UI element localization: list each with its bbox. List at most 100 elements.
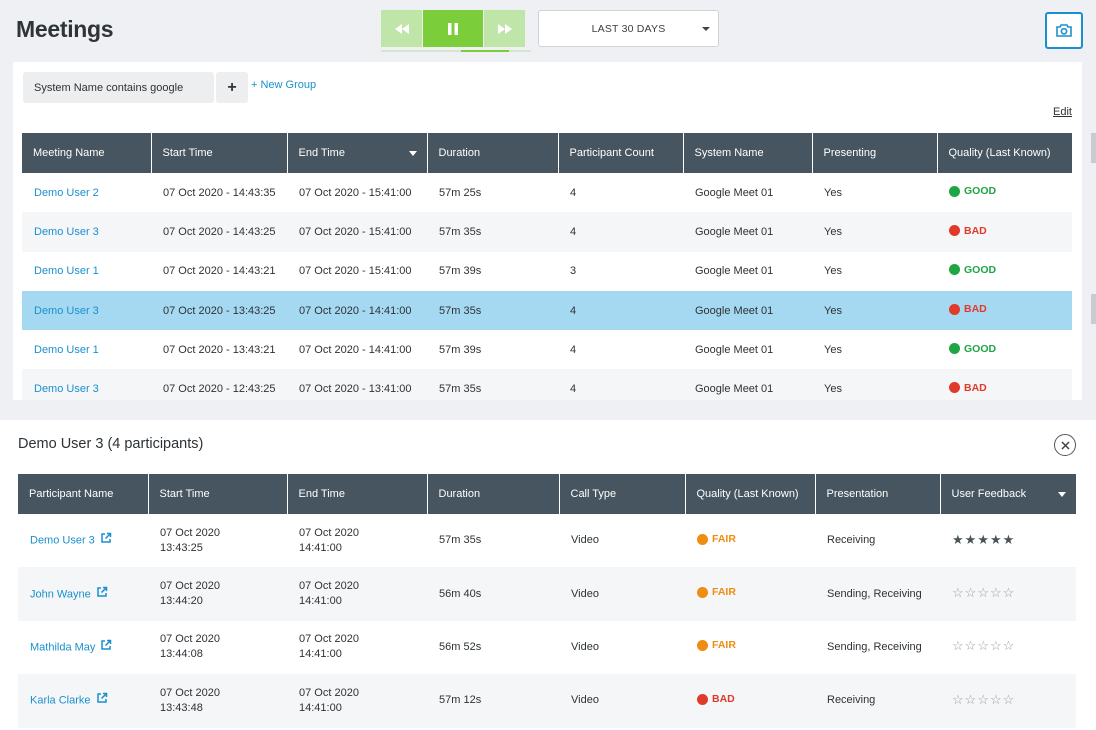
quality-badge: BAD bbox=[949, 225, 987, 237]
external-link-icon[interactable] bbox=[96, 692, 108, 709]
meeting-name-link[interactable]: Demo User 3 bbox=[22, 369, 151, 400]
participant-name-link[interactable]: Mathilda May bbox=[30, 641, 96, 654]
quality-label: GOOD bbox=[964, 342, 997, 355]
system-name-cell: Google Meet 01 bbox=[683, 212, 812, 252]
scroll-handle[interactable] bbox=[1091, 133, 1096, 163]
star-empty-icon: ☆ bbox=[952, 691, 964, 707]
status-dot-icon bbox=[949, 382, 960, 394]
meeting-name-link[interactable]: Demo User 1 bbox=[34, 343, 99, 356]
start-time-cell: 07 Oct 2020 - 14:43:35 bbox=[163, 186, 276, 199]
rewind-button[interactable] bbox=[381, 10, 422, 47]
participant-count-cell: 4 bbox=[558, 290, 683, 331]
meeting-name-link[interactable]: Demo User 1 bbox=[34, 265, 99, 278]
meeting-row[interactable]: Demo User 2 07 Oct 2020 - 14:43:35 07 Oct … bbox=[22, 173, 1072, 212]
star-empty-icon: ☆ bbox=[952, 585, 964, 601]
end-time-cell: 07 Oct 2020 14:41:00 bbox=[287, 621, 427, 674]
call-type-cell: Video bbox=[571, 640, 599, 653]
meeting-row[interactable]: Demo User 3 07 Oct 2020 - 13:43:25 07 Oct … bbox=[22, 290, 1072, 331]
playback-controls bbox=[381, 10, 525, 47]
column-header[interactable]: Participant Name bbox=[18, 474, 149, 514]
call-type-cell: Video bbox=[559, 567, 685, 621]
participants-table: Participant Name Start Time End Time Dur… bbox=[18, 474, 1076, 728]
presenting-cell: Yes bbox=[812, 369, 937, 400]
presenting-cell: Yes bbox=[812, 290, 937, 331]
quality-label: BAD bbox=[964, 381, 987, 394]
quality-cell: FAIR bbox=[685, 514, 815, 567]
column-header[interactable]: Quality (Last Known) bbox=[937, 133, 1072, 173]
participant-count-cell: 4 bbox=[570, 186, 577, 199]
column-header[interactable]: Start Time bbox=[148, 474, 288, 514]
column-header[interactable]: Participant Count bbox=[558, 133, 684, 173]
participant-name-link[interactable]: John Wayne bbox=[30, 587, 91, 600]
column-header[interactable]: System Name bbox=[683, 133, 813, 173]
end-time-cell: 07 Oct 2020 - 15:41:00 bbox=[299, 186, 412, 199]
sort-desc-icon bbox=[408, 151, 417, 156]
status-dot-icon bbox=[949, 343, 960, 355]
column-header[interactable]: End Time bbox=[287, 474, 428, 514]
time-range-select[interactable]: LAST 30 DAYS bbox=[538, 10, 719, 47]
star-rating: ★ ★ ★ ★ ★ bbox=[952, 533, 1014, 546]
pause-button[interactable] bbox=[423, 10, 483, 47]
edit-link[interactable]: Edit bbox=[1053, 106, 1072, 118]
scroll-handle[interactable] bbox=[1091, 294, 1096, 324]
call-type-cell: Video bbox=[559, 674, 685, 728]
participant-row[interactable]: Mathilda May 07 Oct 2020 13:44:08 07 Oct 20… bbox=[18, 621, 1076, 674]
start-clock: 13:44:08 bbox=[160, 648, 203, 661]
participant-row[interactable]: Demo User 3 07 Oct 2020 13:43:25 07 Oct 202… bbox=[18, 514, 1076, 567]
new-group-link[interactable]: + New Group bbox=[251, 79, 317, 91]
user-feedback-cell: ☆ ☆ ☆ ☆ ☆ bbox=[940, 567, 1076, 621]
quality-badge: BAD bbox=[949, 303, 987, 315]
participant-name-link[interactable]: Demo User 3 bbox=[30, 534, 95, 547]
filter-chip[interactable]: System Name contains google bbox=[23, 72, 214, 103]
column-header[interactable]: End Time bbox=[287, 133, 428, 173]
end-date: 07 Oct 2020 bbox=[299, 526, 359, 539]
meeting-row[interactable]: Demo User 1 07 Oct 2020 - 13:43:21 07 Oct … bbox=[22, 330, 1072, 369]
presentation-cell: Receiving bbox=[815, 674, 940, 728]
duration-cell: 57m 25s bbox=[439, 186, 482, 199]
star-empty-icon: ☆ bbox=[952, 638, 964, 654]
quality-label: FAIR bbox=[712, 532, 736, 545]
screenshot-button[interactable] bbox=[1045, 12, 1083, 49]
status-dot-icon bbox=[949, 185, 960, 197]
column-header[interactable]: Meeting Name bbox=[22, 133, 152, 173]
close-button[interactable] bbox=[1054, 434, 1076, 456]
column-header[interactable]: User Feedback bbox=[940, 474, 1076, 514]
start-clock: 13:44:20 bbox=[160, 595, 203, 608]
column-header[interactable]: Call Type bbox=[559, 474, 686, 514]
column-header[interactable]: Duration bbox=[427, 474, 560, 514]
quality-cell: BAD bbox=[937, 369, 1072, 400]
column-header[interactable]: Duration bbox=[427, 133, 559, 173]
meeting-row[interactable]: Demo User 3 07 Oct 2020 - 12:43:25 07 Oct … bbox=[22, 369, 1072, 400]
add-filter-button[interactable]: + bbox=[216, 72, 248, 103]
meeting-row[interactable]: Demo User 3 07 Oct 2020 - 14:43:25 07 Oct … bbox=[22, 212, 1072, 252]
column-header[interactable]: Presentation bbox=[815, 474, 941, 514]
meeting-name-link[interactable]: Demo User 2 bbox=[34, 186, 99, 199]
meeting-name-link[interactable]: Demo User 3 bbox=[22, 290, 151, 331]
column-header[interactable]: Quality (Last Known) bbox=[685, 474, 816, 514]
column-header[interactable]: Presenting bbox=[812, 133, 938, 173]
end-time-cell: 07 Oct 2020 - 14:41:00 bbox=[299, 343, 412, 356]
quality-cell: GOOD bbox=[937, 173, 1072, 212]
duration-cell: 57m 35s bbox=[427, 212, 558, 252]
filter-chip-label: System Name contains google bbox=[34, 81, 184, 94]
star-empty-icon: ☆ bbox=[964, 691, 977, 707]
end-clock: 14:41:00 bbox=[299, 595, 342, 608]
external-link-icon[interactable] bbox=[100, 639, 112, 656]
external-link-icon[interactable] bbox=[96, 586, 108, 603]
star-rating: ☆ ☆ ☆ ☆ ☆ bbox=[952, 693, 1014, 706]
sort-desc-icon bbox=[1058, 492, 1066, 497]
participant-row[interactable]: John Wayne 07 Oct 2020 13:44:20 07 Oct 2020… bbox=[18, 567, 1076, 621]
meeting-row[interactable]: Demo User 1 07 Oct 2020 - 14:43:21 07 Oct … bbox=[22, 252, 1072, 291]
participant-name-link[interactable]: Karla Clarke bbox=[30, 694, 91, 707]
quality-cell: FAIR bbox=[685, 567, 815, 621]
user-feedback-cell: ☆ ☆ ☆ ☆ ☆ bbox=[940, 621, 1076, 674]
page-title: Meetings bbox=[16, 16, 114, 42]
meeting-name-link[interactable]: Demo User 3 bbox=[22, 212, 151, 252]
column-header-label: End Time bbox=[298, 147, 345, 159]
column-header[interactable]: Start Time bbox=[151, 133, 288, 173]
fast-forward-button[interactable] bbox=[484, 10, 525, 47]
participant-row[interactable]: Karla Clarke 07 Oct 2020 13:43:48 07 Oct 20… bbox=[18, 674, 1076, 728]
external-link-icon[interactable] bbox=[100, 532, 112, 549]
quality-label: BAD bbox=[964, 303, 987, 316]
end-date: 07 Oct 2020 bbox=[299, 580, 359, 593]
